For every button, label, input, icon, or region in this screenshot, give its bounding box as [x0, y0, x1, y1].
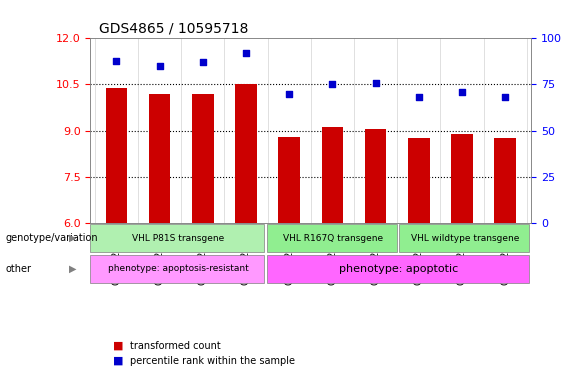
Text: VHL wildtype transgene: VHL wildtype transgene — [411, 233, 519, 243]
Bar — [365, 129, 386, 223]
Bar — [279, 137, 300, 223]
Point — [328, 81, 337, 88]
Point — [241, 50, 250, 56]
Point — [155, 63, 164, 69]
FancyBboxPatch shape — [90, 224, 264, 252]
Point — [285, 91, 294, 97]
Bar — [106, 88, 127, 223]
FancyBboxPatch shape — [399, 224, 529, 252]
Point — [371, 79, 380, 86]
Text: VHL P81S transgene: VHL P81S transgene — [132, 233, 225, 243]
Bar — [408, 138, 429, 223]
Text: percentile rank within the sample: percentile rank within the sample — [130, 356, 295, 366]
Text: other: other — [6, 264, 32, 274]
Point — [198, 59, 207, 65]
FancyBboxPatch shape — [90, 255, 264, 283]
Text: genotype/variation: genotype/variation — [6, 233, 98, 243]
Point — [112, 58, 121, 64]
Bar — [321, 127, 343, 223]
Bar — [149, 94, 170, 223]
Text: ▶: ▶ — [69, 233, 76, 243]
FancyBboxPatch shape — [267, 224, 397, 252]
Text: ▶: ▶ — [69, 264, 76, 274]
Text: phenotype: apoptotic: phenotype: apoptotic — [339, 264, 459, 274]
Bar — [451, 134, 473, 223]
Text: transformed count: transformed count — [130, 341, 221, 351]
Bar — [192, 94, 214, 223]
Point — [414, 94, 423, 101]
Point — [501, 94, 510, 101]
Bar — [494, 138, 516, 223]
Point — [458, 89, 467, 95]
Text: phenotype: apoptosis-resistant: phenotype: apoptosis-resistant — [108, 264, 249, 273]
Text: ■: ■ — [113, 341, 124, 351]
Text: GDS4865 / 10595718: GDS4865 / 10595718 — [99, 22, 249, 36]
Text: ■: ■ — [113, 356, 124, 366]
Bar — [235, 84, 257, 223]
Text: VHL R167Q transgene: VHL R167Q transgene — [282, 233, 383, 243]
FancyBboxPatch shape — [267, 255, 529, 283]
